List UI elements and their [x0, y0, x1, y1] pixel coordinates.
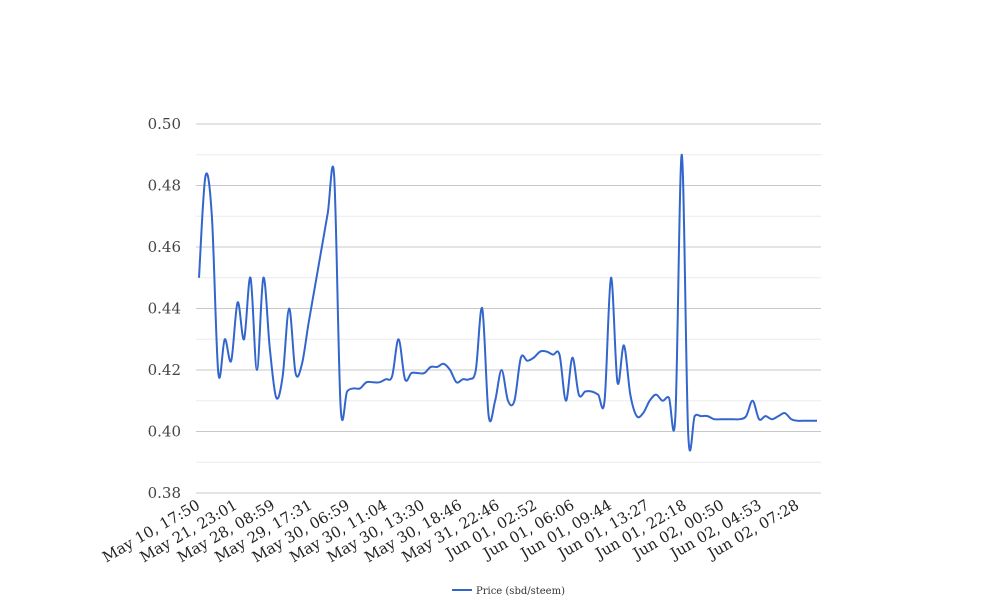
y-tick-label: 0.46: [148, 238, 181, 256]
series-line-price: [198, 153, 817, 452]
y-tick-label: 0.50: [148, 115, 181, 133]
legend: Price (sbd/steem): [452, 586, 565, 597]
y-tick-label: 0.38: [148, 484, 181, 502]
y-tick-label: 0.48: [148, 177, 181, 195]
y-tick-label: 0.40: [148, 423, 181, 441]
legend-label: Price (sbd/steem): [476, 586, 565, 597]
y-tick-label: 0.42: [148, 361, 181, 379]
y-tick-label: 0.44: [148, 300, 181, 318]
y-axis-tick-labels: 0.38 0.40 0.42 0.44 0.46 0.48 0.50: [148, 115, 181, 502]
series-lines: [198, 153, 817, 452]
grid-lines: [196, 123, 821, 494]
